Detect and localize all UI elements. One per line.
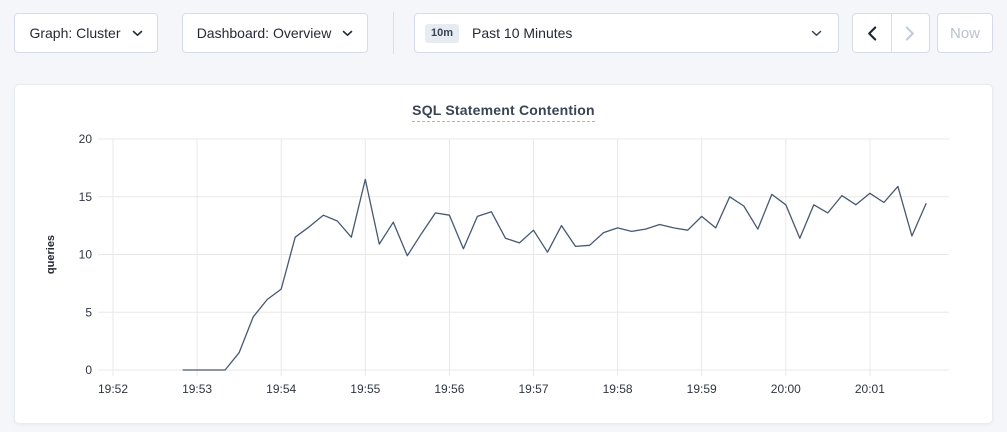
- time-range-badge: 10m: [425, 23, 460, 43]
- previous-range-button[interactable]: [853, 14, 892, 52]
- y-tick-label: 5: [85, 305, 92, 319]
- sql-contention-line-chart[interactable]: 0 5 10 15 20 19:52 19:53 19:54 19:55 19:56 19:57 19…: [15, 121, 994, 411]
- x-tick-label: 19:57: [518, 382, 548, 396]
- y-tick-label: 20: [79, 132, 93, 146]
- time-range-label: Past 10 Minutes: [472, 25, 573, 41]
- x-tick-label: 19:54: [266, 382, 296, 396]
- y-tick-label: 0: [85, 363, 92, 377]
- graph-dropdown[interactable]: Graph: Cluster: [14, 13, 158, 53]
- chart-title-wrap: SQL Statement Contention: [15, 102, 992, 122]
- x-tick-label: 20:00: [771, 382, 801, 396]
- x-tick-label: 19:59: [687, 382, 717, 396]
- chevron-down-icon: [132, 30, 142, 36]
- x-tick-label: 19:55: [350, 382, 380, 396]
- toolbar-divider: [393, 12, 394, 54]
- time-range-selector[interactable]: 10m Past 10 Minutes: [414, 13, 839, 53]
- x-tick-label: 19:58: [603, 382, 633, 396]
- dashboard-dropdown[interactable]: Dashboard: Overview: [182, 13, 368, 53]
- chevron-down-icon: [343, 30, 353, 36]
- chevron-right-icon: [906, 25, 915, 41]
- y-axis-title: queries: [45, 235, 57, 274]
- time-range-nav: [852, 13, 930, 53]
- x-tick-label: 19:52: [98, 382, 128, 396]
- chart-title[interactable]: SQL Statement Contention: [412, 102, 595, 122]
- dashboard-dropdown-label: Dashboard: Overview: [196, 25, 332, 41]
- y-tick-label: 15: [79, 190, 93, 204]
- x-tick-label: 19:56: [434, 382, 464, 396]
- chevron-down-icon: [811, 30, 822, 36]
- graph-dropdown-label: Graph: Cluster: [29, 25, 121, 41]
- y-tick-label: 10: [79, 248, 93, 262]
- next-range-button[interactable]: [892, 14, 930, 52]
- x-tick-label: 19:53: [182, 382, 212, 396]
- series-line: [182, 178, 927, 371]
- chevron-left-icon: [867, 25, 876, 41]
- x-tick-label: 20:01: [855, 382, 885, 396]
- chart-panel: SQL Statement Contention 0 5 10 15 20 19:52 19…: [14, 84, 993, 424]
- now-button[interactable]: Now: [937, 13, 993, 53]
